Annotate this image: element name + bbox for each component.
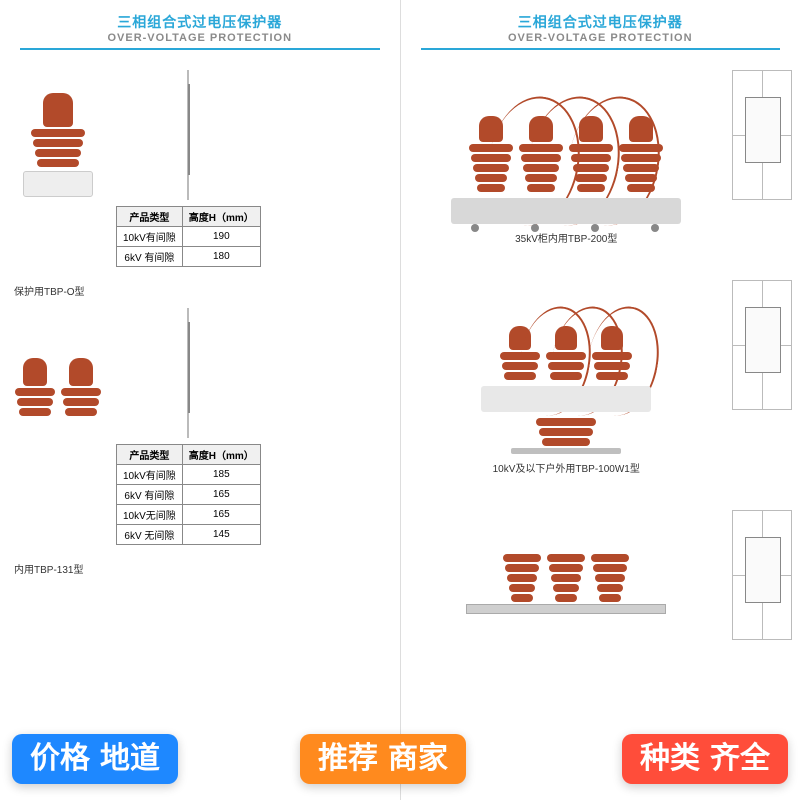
table-row: 6kV 有间隙165: [117, 485, 261, 505]
right-section-2: 10kV及以下户外用TBP-100W1型: [401, 270, 800, 500]
badge-text-small: 商家: [388, 744, 448, 774]
dimension-drawing-icon: [732, 70, 792, 200]
header-title-en: OVER-VOLTAGE PROTECTION: [0, 32, 400, 44]
table-row: 6kV 无间隙145: [117, 525, 261, 545]
arrester-icon: [469, 116, 513, 194]
spec-table-2: 产品类型 高度H（mm） 10kV有间隙185 6kV 有间隙165 10kV无…: [116, 444, 261, 545]
header-title-cn: 三相组合式过电压保护器: [401, 12, 800, 32]
badge-text-small: 地道: [100, 744, 160, 774]
promo-badge-variety[interactable]: 种类 齐全: [622, 734, 788, 784]
header-rule: [20, 48, 380, 50]
spec-table-1: 产品类型 高度H（mm） 10kV有间隙 190 6kV 有间隙 180: [116, 206, 261, 267]
schematic-and-table-1: 产品类型 高度H（mm） 10kV有间隙 190 6kV 有间隙 180: [116, 70, 261, 267]
product-caption-1: 保护用TBP-O型: [0, 283, 400, 298]
arrester-icon: [503, 552, 541, 604]
col-header: 产品类型: [117, 445, 183, 465]
header-title-cn: 三相组合式过电压保护器: [0, 12, 400, 32]
right-section-3: [401, 500, 800, 660]
arrester-icon: [547, 552, 585, 604]
header-title-en: OVER-VOLTAGE PROTECTION: [401, 32, 800, 44]
col-header: 高度H（mm）: [182, 207, 260, 227]
product-caption-r1: 35kV柜内用TBP-200型: [515, 230, 617, 245]
table-row: 6kV 有间隙 180: [117, 247, 261, 267]
base-plate: [511, 448, 621, 454]
page-header: 三相组合式过电压保护器 OVER-VOLTAGE PROTECTION: [0, 12, 400, 50]
page-header: 三相组合式过电压保护器 OVER-VOLTAGE PROTECTION: [401, 12, 800, 50]
header-rule: [421, 48, 781, 50]
table-row: 10kV有间隙185: [117, 465, 261, 485]
dimension-drawing-icon: [187, 308, 189, 438]
catalog-page-left: 三相组合式过电压保护器 OVER-VOLTAGE PROTECTION: [0, 0, 400, 800]
badge-text-big: 价格: [30, 744, 90, 774]
arrester-icon: [519, 116, 563, 194]
badge-text-big: 种类: [640, 744, 700, 774]
catalog-page-right: 三相组合式过电压保护器 OVER-VOLTAGE PROTECTION: [401, 0, 800, 800]
product-caption-r2: 10kV及以下户外用TBP-100W1型: [493, 460, 640, 475]
dimension-drawing-icon: [732, 280, 792, 410]
product-photo-bar-mount: [409, 510, 725, 650]
product-photo-tbp-131: [8, 308, 108, 458]
support-insulator-icon: [536, 416, 596, 448]
badge-text-small: 齐全: [710, 744, 770, 774]
left-section-1: 产品类型 高度H（mm） 10kV有间隙 190 6kV 有间隙 180: [0, 60, 400, 277]
arrester-icon: [546, 326, 586, 382]
arrester-icon: [61, 358, 101, 418]
table-row: 产品类型 高度H（mm）: [117, 445, 261, 465]
col-header: 产品类型: [117, 207, 183, 227]
table-row: 产品类型 高度H（mm）: [117, 207, 261, 227]
mounting-base: [451, 198, 681, 224]
mounting-base: [481, 386, 651, 412]
product-photo-tbp-200: 35kV柜内用TBP-200型: [409, 70, 725, 260]
arrester-icon: [619, 116, 663, 194]
schematic-and-table-2: 产品类型 高度H（mm） 10kV有间隙185 6kV 有间隙165 10kV无…: [116, 308, 261, 545]
right-section-1: 35kV柜内用TBP-200型: [401, 60, 800, 270]
col-header: 高度H（mm）: [182, 445, 260, 465]
table-row: 10kV有间隙 190: [117, 227, 261, 247]
promo-badge-recommend[interactable]: 推荐 商家: [300, 734, 466, 784]
arrester-icon: [500, 326, 540, 382]
arrester-icon: [569, 116, 613, 194]
arrester-icon: [31, 93, 85, 197]
table-row: 10kV无间隙165: [117, 505, 261, 525]
promo-badge-price[interactable]: 价格 地道: [12, 734, 178, 784]
product-photo-tbp-o: [8, 70, 108, 220]
arrester-icon: [592, 326, 632, 382]
product-caption-2: 内用TBP-131型: [0, 561, 400, 576]
left-section-2: 产品类型 高度H（mm） 10kV有间隙185 6kV 有间隙165 10kV无…: [0, 298, 400, 555]
mounting-bar: [466, 604, 666, 614]
arrester-icon: [591, 552, 629, 604]
dimension-drawing-icon: [187, 70, 189, 200]
arrester-group-4: [469, 86, 663, 194]
arrester-icon: [15, 358, 55, 418]
dimension-drawing-icon: [732, 510, 792, 640]
badge-text-big: 推荐: [318, 744, 378, 774]
arrester-group-3b: [503, 546, 629, 604]
catalog-spread: 三相组合式过电压保护器 OVER-VOLTAGE PROTECTION: [0, 0, 800, 800]
arrester-group-3: [500, 296, 632, 382]
product-photo-tbp-100w1: 10kV及以下户外用TBP-100W1型: [409, 280, 725, 490]
